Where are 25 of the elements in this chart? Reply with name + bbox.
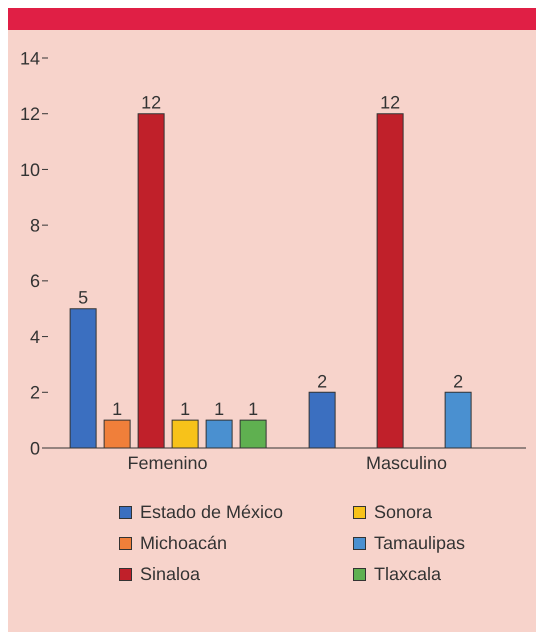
data-label: 2	[317, 371, 328, 392]
x-tick-label: Masculino	[366, 452, 448, 473]
data-label: 1	[180, 399, 190, 420]
data-label: 2	[453, 371, 464, 392]
y-tick-label: 4	[30, 326, 40, 347]
data-label: 1	[214, 399, 224, 420]
data-label: 1	[248, 399, 258, 420]
legend-label: Michoacán	[140, 533, 227, 554]
data-label: 5	[78, 288, 88, 308]
data-label: 12	[141, 92, 162, 113]
y-tick-label: 6	[30, 271, 40, 292]
legend-label: Sonora	[374, 502, 432, 523]
y-tick-label: 0	[30, 438, 40, 458]
y-tick-label: 8	[30, 216, 40, 236]
y-tick-label: 14	[20, 48, 40, 68]
legend-label: Tlaxcala	[374, 564, 442, 585]
data-label: 12	[380, 92, 400, 113]
legend-label: Estado de México	[140, 502, 284, 523]
y-tick-label: 2	[30, 382, 40, 403]
data-label: 1	[112, 399, 122, 420]
legend-label: Tamaulipas	[374, 533, 466, 554]
legend-label: Sinaloa	[140, 564, 200, 585]
y-tick-label: 10	[20, 160, 40, 180]
y-tick-label: 12	[20, 104, 40, 124]
x-tick-label: Femenino	[127, 452, 208, 473]
